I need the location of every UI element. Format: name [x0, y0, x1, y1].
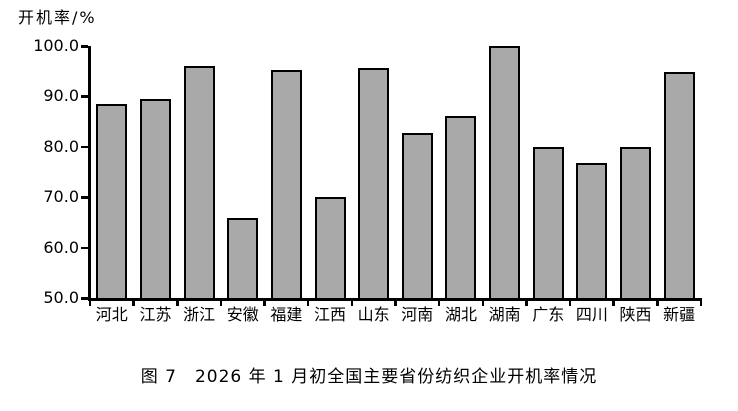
- bar: [227, 218, 259, 300]
- bar: [663, 71, 695, 300]
- bar: [620, 146, 652, 300]
- y-tick-label: 90.0: [43, 86, 79, 106]
- y-tick: [81, 45, 88, 48]
- x-tick: [612, 300, 615, 306]
- x-axis-line: [88, 298, 702, 301]
- x-tick-label: 湖北: [444, 305, 477, 324]
- x-tick-label: 河南: [401, 305, 434, 324]
- x-tick: [306, 300, 310, 306]
- y-tick-label: 70.0: [43, 187, 79, 207]
- x-tick: [568, 300, 572, 306]
- bar: [576, 162, 608, 300]
- y-tick-label: 80.0: [43, 136, 79, 156]
- y-tick: [81, 95, 88, 98]
- y-tick: [81, 145, 88, 149]
- y-axis-title: 开机率/%: [18, 8, 97, 27]
- bar: [489, 46, 521, 300]
- x-tick: [263, 300, 266, 306]
- x-tick-label: 河北: [95, 305, 128, 324]
- x-tick-label: 安徽: [226, 305, 259, 324]
- y-tick-label: 50.0: [43, 288, 79, 307]
- y-axis-line: [88, 46, 91, 301]
- x-tick: [481, 300, 485, 306]
- x-tick-label: 浙江: [183, 305, 216, 324]
- x-tick-label: 四川: [575, 305, 608, 324]
- bar: [183, 66, 215, 300]
- figure-caption: 图 7 2026 年 1 月初全国主要省份纺织企业开机率情况: [140, 367, 598, 387]
- x-tick: [656, 300, 659, 306]
- bar: [314, 197, 346, 300]
- bar: [270, 70, 302, 300]
- bar: [358, 68, 390, 300]
- bar: [139, 98, 171, 300]
- y-tick: [81, 297, 88, 300]
- x-tick: [350, 300, 354, 306]
- x-tick: [525, 300, 528, 306]
- x-tick: [699, 300, 703, 306]
- x-tick-label: 福建: [270, 305, 303, 324]
- y-tick-label: 100.0: [33, 36, 79, 55]
- bar: [401, 132, 433, 300]
- plot-area: 50.0 60.0 70.0 80.0 90.0 100.0 河北 江苏 浙江 安徽 福建 江西 山东河…: [33, 36, 703, 324]
- x-tick-label: 江苏: [139, 305, 172, 324]
- x-tick-label: 陕西: [619, 305, 652, 324]
- x-tick-label: 江西: [314, 305, 347, 324]
- x-tick: [88, 300, 92, 306]
- y-tick: [81, 246, 88, 250]
- x-tick: [219, 300, 223, 306]
- x-tick-label: 新疆: [663, 305, 696, 324]
- x-tick-label: 湖南: [488, 305, 521, 324]
- bar: [532, 146, 564, 300]
- bar: [445, 115, 477, 300]
- x-tick: [437, 300, 441, 306]
- x-tick-label: 广东: [532, 305, 565, 324]
- y-tick: [81, 196, 88, 199]
- x-tick: [394, 300, 397, 306]
- x-tick: [132, 300, 135, 306]
- y-tick-label: 60.0: [43, 237, 79, 257]
- x-tick: [176, 300, 179, 306]
- x-tick-label: 山东: [357, 305, 390, 324]
- bar: [96, 103, 128, 300]
